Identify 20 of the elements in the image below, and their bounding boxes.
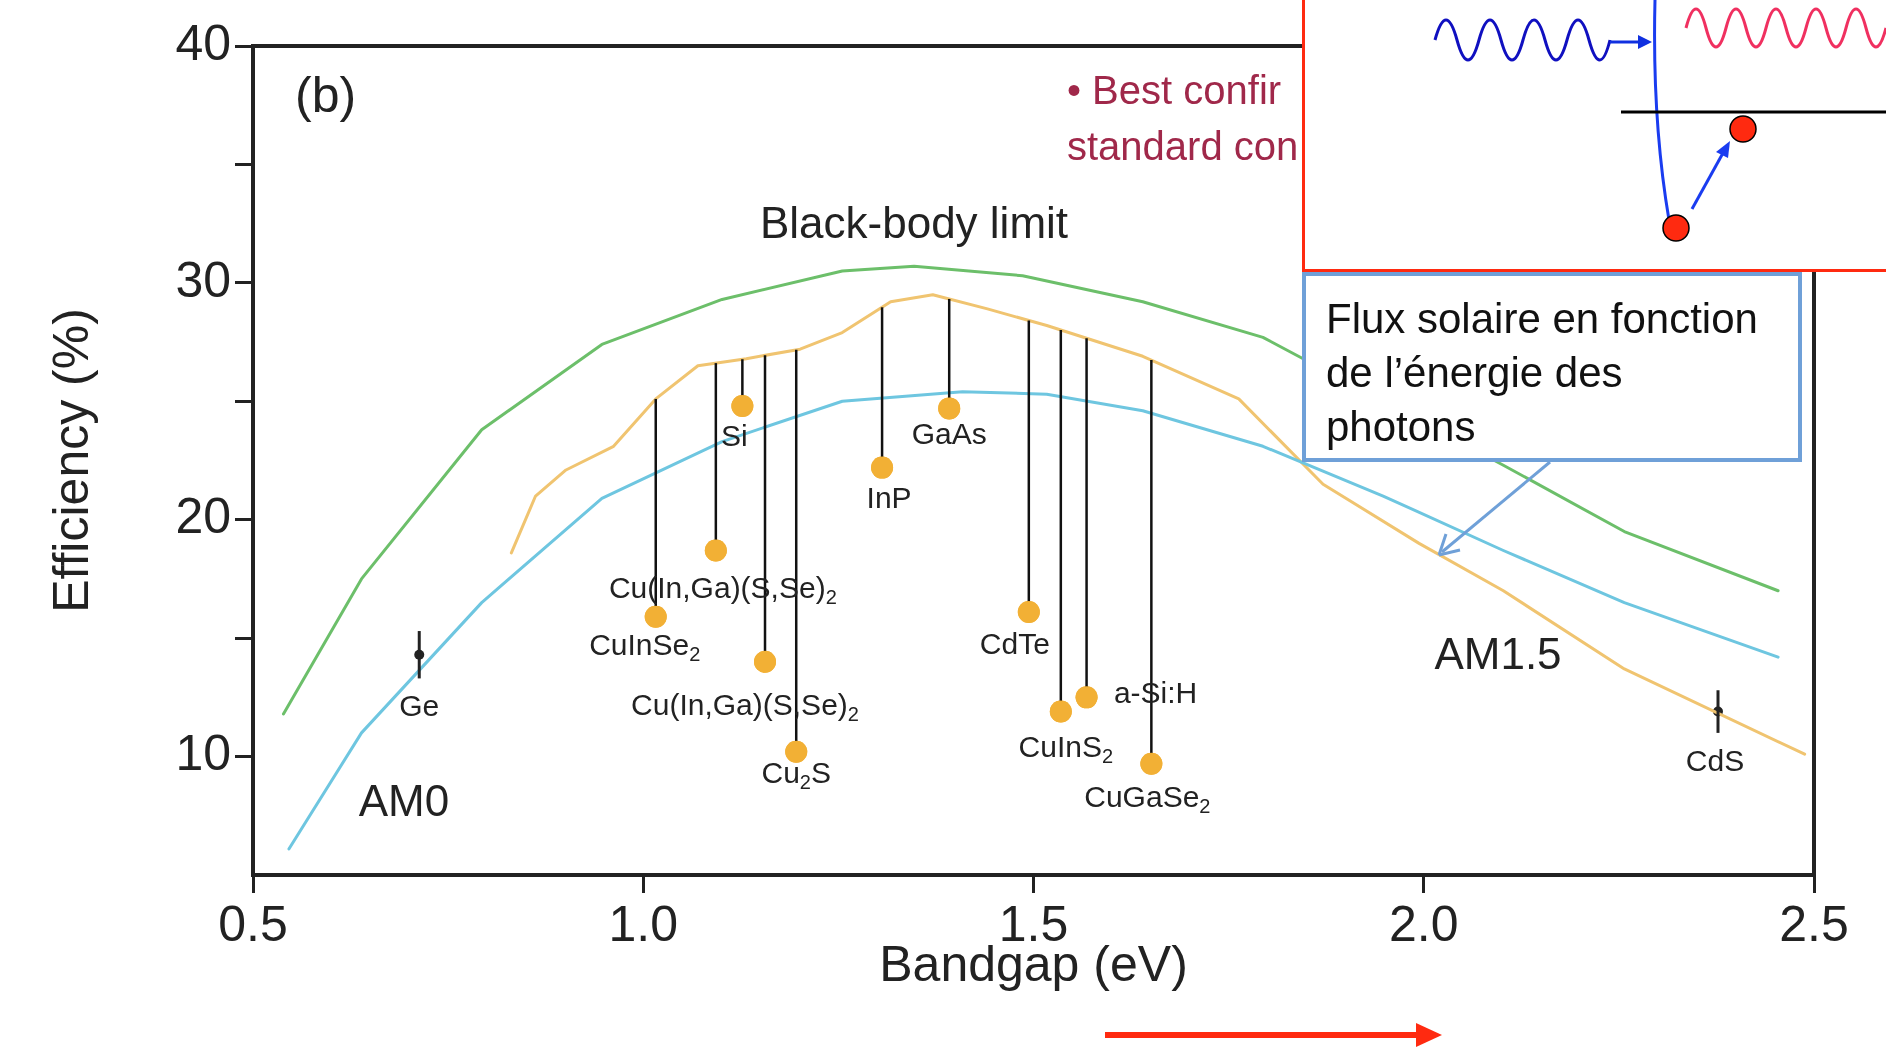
annotation: (b) xyxy=(295,66,357,123)
y-axis-title: Efficiency (%) xyxy=(42,308,99,613)
annotation: CdTe xyxy=(979,627,1050,661)
series-label: AM1.5 xyxy=(1434,629,1562,679)
y-tick-label: 30 xyxy=(175,251,231,308)
x-tick-label: 2.5 xyxy=(1779,895,1849,952)
y-tick-label: 20 xyxy=(175,488,231,545)
series-label: AM0 xyxy=(358,776,450,826)
annotation: GaAs xyxy=(911,416,987,450)
annotation: CdS xyxy=(1685,743,1745,777)
annotation: InP xyxy=(866,480,912,514)
x-tick-label: 2.0 xyxy=(1388,895,1459,952)
y-tick-label: 40 xyxy=(175,14,231,71)
annotation: Ge xyxy=(399,688,440,722)
y-tick-label: 10 xyxy=(175,725,231,782)
x-tick-label: 1.0 xyxy=(608,895,679,952)
x-tick-label: 0.5 xyxy=(218,895,288,952)
series-label: Black-body limit xyxy=(759,198,1069,248)
annotation: • Best confir standard con xyxy=(1067,68,1299,169)
annotation: Flux solaire en fonction de l’énergie des photons xyxy=(1302,272,1802,462)
